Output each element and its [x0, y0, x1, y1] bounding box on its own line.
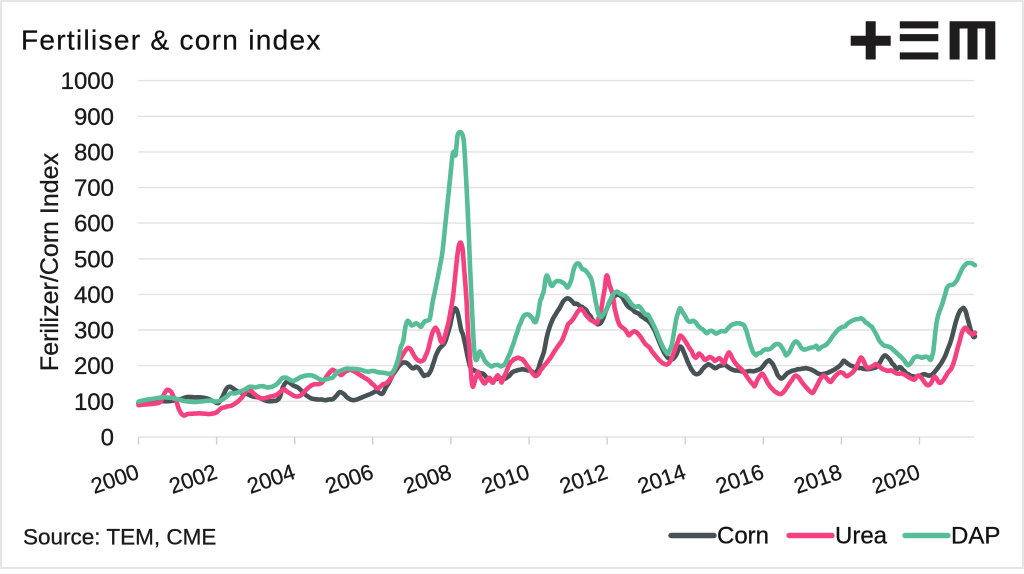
svg-text:Corn: Corn — [717, 523, 769, 550]
svg-text:500: 500 — [74, 246, 114, 273]
svg-text:800: 800 — [74, 139, 114, 166]
svg-text:Fertiliser & corn index: Fertiliser & corn index — [21, 25, 322, 56]
svg-text:600: 600 — [74, 211, 114, 238]
svg-text:0: 0 — [101, 424, 114, 451]
svg-text:200: 200 — [74, 353, 114, 380]
svg-text:DAP: DAP — [951, 523, 1000, 550]
svg-text:400: 400 — [74, 282, 114, 309]
svg-text:300: 300 — [74, 318, 114, 345]
svg-text:Urea: Urea — [835, 523, 888, 550]
svg-text:1000: 1000 — [61, 68, 114, 95]
svg-text:700: 700 — [74, 175, 114, 202]
svg-text:900: 900 — [74, 104, 114, 131]
svg-text:Source: TEM, CME: Source: TEM, CME — [23, 525, 216, 550]
svg-text:Ferilizer/Corn Index: Ferilizer/Corn Index — [36, 152, 64, 371]
svg-text:100: 100 — [74, 389, 114, 416]
